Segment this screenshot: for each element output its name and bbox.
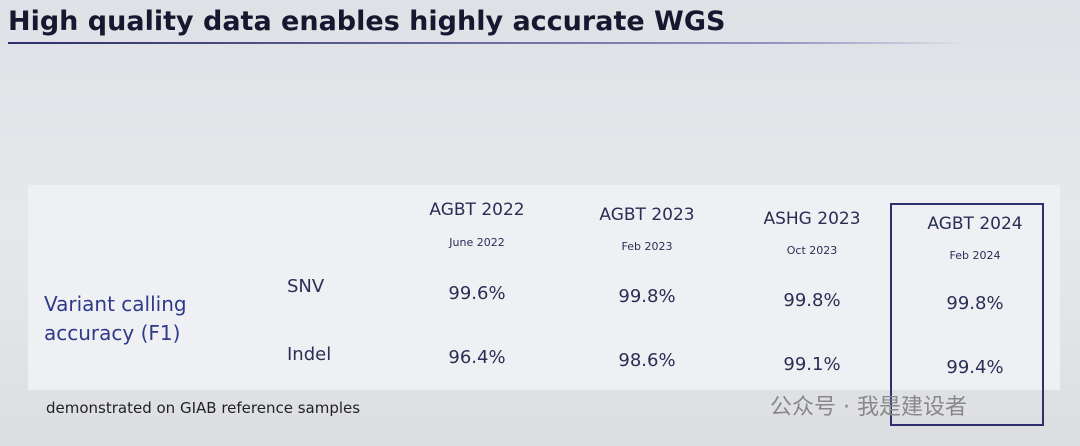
footnote: demonstrated on GIAB reference samples [46, 399, 361, 417]
cell-value: 99.8% [946, 293, 1004, 314]
cell-value: 99.4% [946, 357, 1004, 378]
row-label: Indel [287, 344, 332, 365]
column-date: Oct 2023 [786, 244, 838, 257]
cell-value: 99.1% [783, 354, 841, 375]
title-rule [8, 42, 968, 44]
cell-value: 99.8% [618, 286, 676, 307]
column-event: ASHG 2023 [763, 209, 861, 229]
column-date: June 2022 [449, 236, 505, 249]
column-event: AGBT 2023 [599, 205, 695, 225]
table-panel [28, 185, 1060, 390]
cell-value: 96.4% [448, 347, 506, 368]
cell-value: 98.6% [618, 350, 676, 371]
column-event: AGBT 2024 [927, 214, 1023, 234]
cell-value: 99.6% [448, 283, 506, 304]
group-label: Variant calling accuracy (F1) [44, 292, 187, 345]
column-event: AGBT 2022 [429, 200, 525, 220]
column-date: Feb 2023 [621, 240, 673, 253]
column-date: Feb 2024 [949, 249, 1001, 262]
cell-value: 99.8% [783, 290, 841, 311]
title: High quality data enables highly accurat… [8, 6, 726, 37]
highlight-box [890, 203, 1044, 426]
row-label: SNV [287, 276, 325, 297]
watermark: 公众号 · 我是建设者 [770, 395, 967, 420]
